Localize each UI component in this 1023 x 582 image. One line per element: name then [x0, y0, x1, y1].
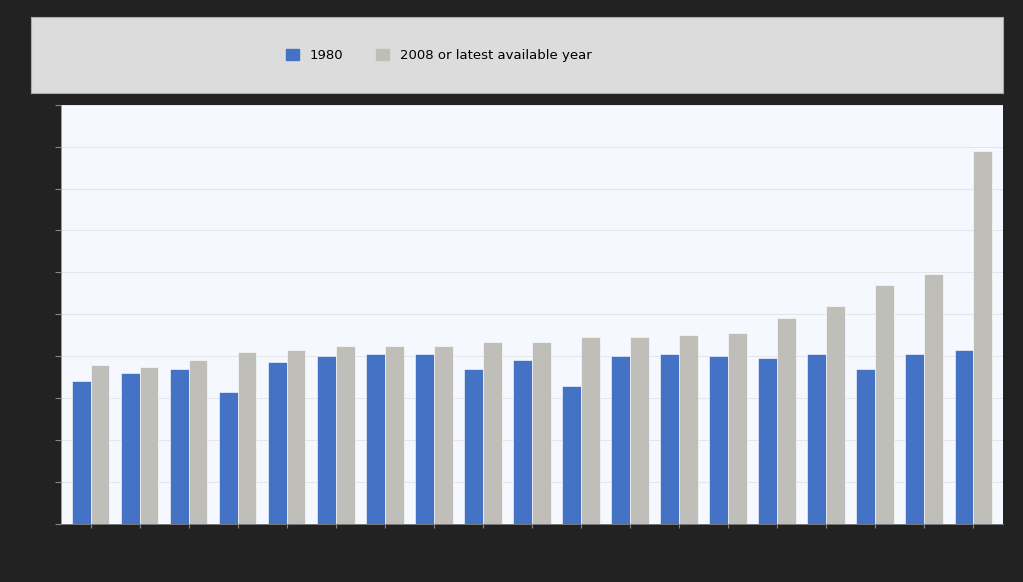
Bar [532, 342, 550, 524]
Bar [563, 385, 581, 524]
Bar [483, 342, 501, 524]
Bar [385, 346, 403, 524]
Bar [827, 306, 845, 524]
Bar [286, 350, 306, 524]
Bar [954, 350, 973, 524]
Bar [777, 318, 796, 524]
Bar [464, 369, 483, 524]
Bar [709, 356, 728, 524]
Bar [973, 151, 991, 524]
Bar [612, 356, 630, 524]
Bar [875, 285, 894, 524]
Bar [514, 360, 532, 524]
Bar [73, 381, 91, 524]
Bar [905, 354, 924, 524]
Legend: 1980, 2008 or latest available year: 1980, 2008 or latest available year [279, 42, 598, 69]
Bar [317, 356, 336, 524]
Bar [434, 346, 452, 524]
Bar [728, 333, 747, 524]
Bar [268, 363, 286, 524]
Bar [219, 392, 237, 524]
Bar [121, 373, 140, 524]
Bar [170, 369, 189, 524]
Bar [415, 354, 434, 524]
Bar [758, 359, 777, 524]
Bar [679, 335, 698, 524]
Bar [661, 354, 679, 524]
Bar [856, 369, 875, 524]
Bar [237, 352, 257, 524]
Bar [630, 338, 649, 524]
Bar [189, 360, 208, 524]
Bar [924, 275, 943, 524]
Bar [581, 338, 599, 524]
Bar [140, 367, 159, 524]
Bar [366, 354, 385, 524]
Bar [336, 346, 355, 524]
Bar [807, 354, 827, 524]
Bar [91, 364, 109, 524]
